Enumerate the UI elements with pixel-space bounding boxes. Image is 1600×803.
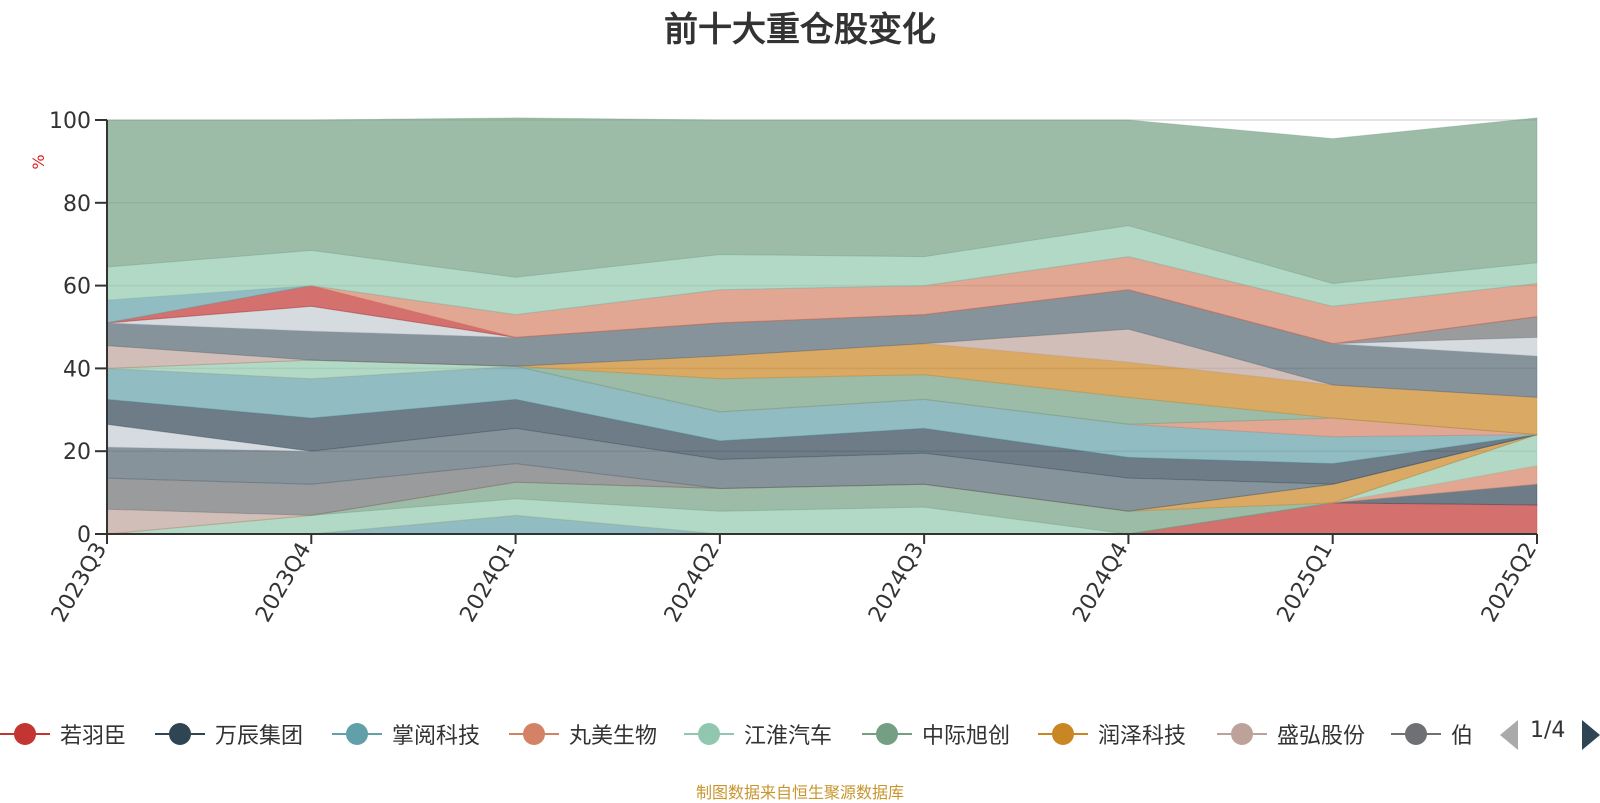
area-series-12[interactable]: [106, 365, 1538, 465]
legend-label: 丸美生物: [569, 724, 658, 749]
x-tick-label: 2023Q4: [251, 539, 316, 627]
chart-plot: 0 20 40 60 80 100% 2023Q3 2023Q4 2024Q1 2024Q2 202…: [29, 109, 1542, 627]
area-series-25[interactable]: [106, 117, 1538, 285]
legend-pager: 1/4: [1500, 718, 1600, 750]
legend-circle-icon: [523, 723, 545, 745]
legend-circle-icon: [1052, 723, 1074, 745]
legend-label: 江淮汽车: [744, 724, 833, 749]
x-tick-label: 2024Q2: [660, 539, 725, 627]
legend-label: 伯特利: [1451, 724, 1474, 749]
area-series-9[interactable]: [106, 427, 1538, 512]
source-note: 制图数据来自恒生聚源数据库: [695, 783, 904, 802]
legend-label: 润泽科技: [1098, 724, 1187, 749]
x-tick-label: 2024Q3: [864, 539, 929, 627]
y-tick-label: 40: [63, 357, 91, 382]
legend-circle-icon: [1405, 723, 1427, 745]
area-layer: [106, 117, 1538, 535]
y-tick-label: 60: [63, 275, 91, 300]
legend-label: 万辰集团: [215, 724, 304, 749]
legend-next-page-icon[interactable]: [1582, 720, 1600, 750]
legend-label: 盛弘股份: [1277, 724, 1366, 749]
legend-items: 若羽臣 万辰集团 掌阅科技 丸美生物 江淮汽车 中际旭创 润泽科技 盛弘股份 伯特利: [0, 712, 1474, 752]
legend: 若羽臣 万辰集团 掌阅科技 丸美生物 江淮汽车 中际旭创 润泽科技 盛弘股份 伯特利 1/4: [0, 712, 1600, 752]
area-series-24[interactable]: [106, 225, 1538, 316]
y-tick-label: 80: [63, 192, 91, 217]
x-tick-label: 2024Q4: [1068, 539, 1133, 627]
y-tick-label: 20: [63, 440, 91, 465]
legend-circle-icon: [169, 723, 191, 745]
legend-circle-icon: [346, 723, 368, 745]
x-tick-label: 2025Q2: [1477, 539, 1542, 627]
legend-label: 掌阅科技: [392, 724, 481, 749]
legend-circle-icon: [698, 723, 720, 745]
legend-label: 中际旭创: [922, 724, 1011, 749]
legend-page-indicator: 1/4: [1530, 718, 1566, 743]
legend-label: 若羽臣: [60, 724, 127, 749]
y-axis-label: %: [29, 154, 48, 169]
chart-title: 前十大重仓股变化: [664, 10, 936, 50]
y-tick-label: 100: [49, 109, 91, 134]
x-tick-label: 2023Q3: [47, 539, 112, 627]
x-tick-label: 2025Q1: [1273, 539, 1338, 627]
y-tick-label: 0: [77, 523, 91, 548]
legend-circle-icon: [876, 723, 898, 745]
legend-circle-icon: [14, 723, 36, 745]
area-series-18[interactable]: [106, 289, 1538, 398]
legend-circle-icon: [1231, 723, 1253, 745]
x-tick-label: 2024Q1: [455, 539, 520, 627]
legend-prev-page-icon[interactable]: [1500, 720, 1518, 750]
